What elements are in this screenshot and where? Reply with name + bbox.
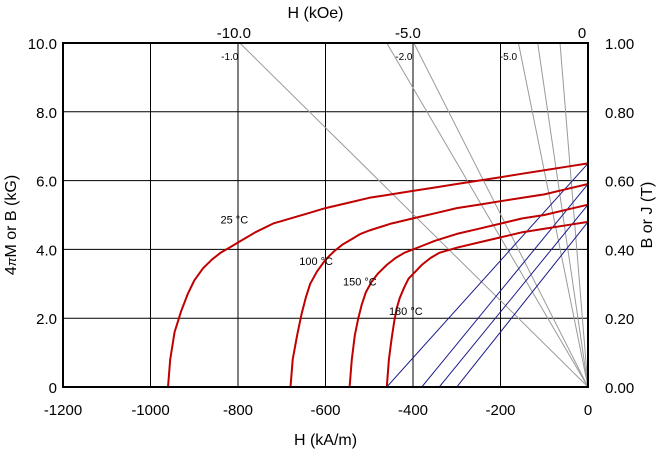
demag-curves: 25 °C 100 °C 150 °C 180 °C	[167, 162, 589, 388]
recoil-line-0	[386, 163, 589, 388]
x-tick-label-600: -600	[310, 402, 340, 419]
curve-180-C	[385, 220, 589, 388]
x-tick-label-1000: -1000	[131, 402, 169, 419]
load-line-2-0	[413, 42, 589, 388]
y2-tick-label-1-00: 1.00	[605, 36, 634, 53]
x-tick-label-200: -200	[485, 402, 515, 419]
load-line-extra-2	[559, 42, 589, 388]
curve-label-100-C: 100 °C	[299, 256, 333, 268]
tick-labels: -1200 -1000 -800 -600 -400 -200 0 0 2.0 4.0 6.0 8.0…	[28, 25, 634, 419]
curve-label-150-C: 150 °C	[343, 277, 377, 289]
load-line-extra-0	[386, 42, 589, 388]
y-axis-label-prefix: 4	[3, 266, 20, 275]
plot-frame	[62, 42, 589, 388]
y2-tick-label-0-80: 0.80	[605, 105, 634, 122]
load-line-5-0	[517, 42, 589, 388]
top-axis-label: H (kOe)	[288, 5, 344, 22]
load-line-label-5-0: -5.0	[500, 52, 518, 63]
y-tick-label-6-0: 6.0	[36, 174, 57, 191]
recoil-lines	[386, 163, 589, 388]
y-tick-label-4-0: 4.0	[36, 242, 57, 259]
y2-tick-label-0-40: 0.40	[605, 242, 634, 259]
curve-100-C	[289, 183, 589, 388]
x2-tick-label-10-0: -10.0	[217, 25, 251, 42]
load-lines: -1.0 -2.0 -5.0	[221, 42, 589, 388]
grid-lines	[63, 43, 588, 387]
curve-25-C	[167, 162, 589, 388]
x-tick-label-400: -400	[398, 402, 428, 419]
x-axis-label: H (kA/m)	[294, 432, 357, 449]
x-tick-label-1200: -1200	[44, 402, 82, 419]
y-axis-label: 4πM or B (kG)	[3, 175, 20, 275]
y-tick-label-8-0: 8.0	[36, 105, 57, 122]
x2-tick-label-5-0: -5.0	[395, 25, 421, 42]
x2-tick-label-0: 0	[578, 25, 586, 42]
right-axis-label: B or J (T)	[639, 182, 656, 249]
y2-tick-label-0-20: 0.20	[605, 311, 634, 328]
curve-label-180-C: 180 °C	[389, 306, 423, 318]
y-tick-label-2-0: 2.0	[36, 311, 57, 328]
recoil-line-3	[456, 221, 589, 388]
y2-tick-label-0-00: 0.00	[605, 380, 634, 397]
recoil-line-1	[421, 183, 589, 388]
curve-label-25-C: 25 °C	[221, 215, 249, 227]
x-tick-label-800: -800	[223, 402, 253, 419]
y-tick-label-10-0: 10.0	[28, 36, 57, 53]
y-tick-label-0: 0	[49, 380, 57, 397]
y-axis-label-pi: π	[4, 257, 19, 266]
recoil-line-2	[438, 204, 589, 388]
load-line-1-0	[239, 42, 589, 388]
x-tick-label-0: 0	[584, 402, 592, 419]
y2-tick-label-0-60: 0.60	[605, 174, 634, 191]
load-line-label-1-0: -1.0	[221, 52, 239, 63]
curve-150-C	[348, 203, 589, 388]
load-line-label-2-0: -2.0	[395, 52, 413, 63]
y-axis-label-suffix: M or B (kG)	[3, 175, 20, 258]
